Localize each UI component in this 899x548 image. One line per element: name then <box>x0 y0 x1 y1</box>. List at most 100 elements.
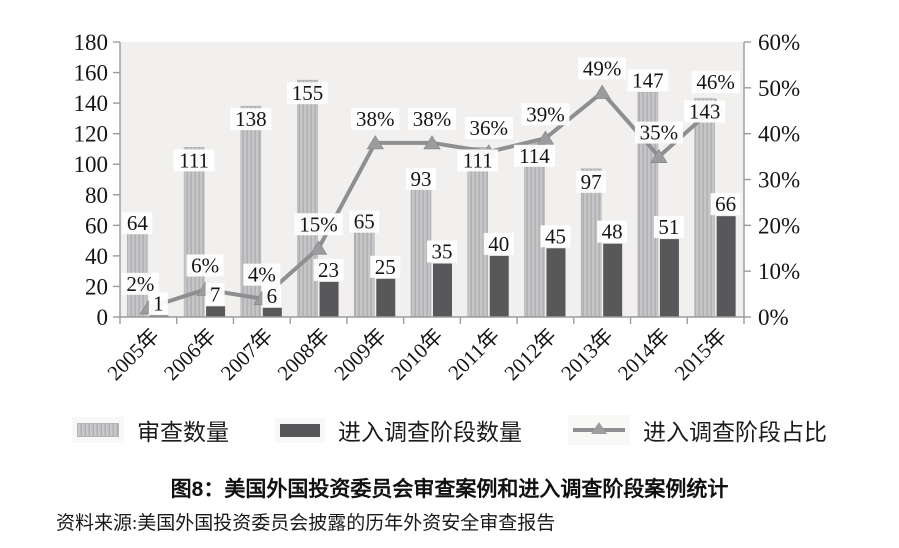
data-label-review-bg <box>457 149 499 172</box>
legend-label-investigation-count: 进入调查阶段数量 <box>338 420 522 445</box>
data-label-investigation: 40 <box>488 232 509 256</box>
data-label-review: 93 <box>411 167 432 191</box>
data-label-investigation: 7 <box>210 282 221 306</box>
left-axis-tick-label: 160 <box>74 61 109 86</box>
data-label-ratio-bg <box>691 71 740 94</box>
data-label-ratio-bg <box>464 117 513 139</box>
right-axis-tick-label: 20% <box>758 213 800 238</box>
left-axis-tick-label: 100 <box>74 152 109 177</box>
data-label-investigation-bg <box>710 193 741 216</box>
data-label-investigation-bg <box>205 283 225 306</box>
data-label-ratio: 4% <box>248 263 276 287</box>
data-label-review-bg <box>287 82 329 105</box>
data-label-review-bg <box>406 167 436 190</box>
data-label-ratio-bg <box>294 213 343 236</box>
data-label-review: 114 <box>519 144 550 168</box>
data-label-review: 111 <box>179 148 209 172</box>
ratio-marker-2009年 <box>366 135 384 150</box>
chart-canvas: 0204060801001201401601800%10%20%30%40%50… <box>74 30 801 386</box>
bar-review-2011年 <box>467 147 489 318</box>
x-axis-label-2011年: 2011年 <box>443 324 504 385</box>
dark-bar-swatch-icon <box>280 423 320 437</box>
data-label-ratio-bg <box>408 107 456 130</box>
left-axis-tick-label: 180 <box>74 30 109 55</box>
legend-swatch-box <box>72 417 124 443</box>
legend-label-review-count: 审查数量 <box>137 420 229 445</box>
data-label-investigation: 35 <box>432 240 453 264</box>
legend-item-investigation-ratio: 进入调查阶段占比 <box>568 413 827 447</box>
figure-title: 图8：美国外国投资委员会审查案例和进入调查阶段案例统计 <box>170 478 729 501</box>
x-axis-label-2013年: 2013年 <box>556 324 618 386</box>
data-label-ratio: 46% <box>696 70 735 94</box>
data-label-review: 97 <box>581 170 602 194</box>
data-label-ratio: 49% <box>583 56 622 80</box>
bar-investigation-2012年 <box>546 248 566 317</box>
data-label-investigation: 6 <box>267 284 278 308</box>
line-marker-swatch-icon <box>573 421 625 439</box>
data-label-ratio: 15% <box>299 212 338 236</box>
right-axis-tick-label: 0% <box>758 305 789 330</box>
legend-item-review-count: 审查数量 <box>72 413 229 447</box>
data-label-review-bg <box>513 144 555 167</box>
right-axis-tick-label: 60% <box>758 30 800 55</box>
bar-investigation-2007年 <box>262 307 282 317</box>
x-axis-label-2007年: 2007年 <box>216 324 278 386</box>
data-label-investigation-bg <box>483 232 514 255</box>
bar-investigation-2015年 <box>716 216 736 317</box>
data-label-ratio: 38% <box>356 107 395 131</box>
left-axis-tick-label: 60 <box>85 213 108 238</box>
data-label-investigation-bg <box>597 220 628 243</box>
data-label-investigation: 1 <box>153 291 164 315</box>
x-axis-label-2009年: 2009年 <box>329 324 391 386</box>
right-axis-tick-label: 10% <box>758 259 800 284</box>
data-label-review-bg <box>230 108 272 131</box>
left-axis-tick-label: 80 <box>85 183 108 208</box>
data-label-investigation-bg <box>370 255 401 278</box>
legend-label-investigation-ratio: 进入调查阶段占比 <box>643 420 827 445</box>
data-label-ratio-bg <box>186 254 224 277</box>
ratio-marker-2010年 <box>423 135 441 150</box>
legend-swatch-box <box>568 415 630 445</box>
right-axis-tick-label: 30% <box>758 168 800 193</box>
data-label-review-bg <box>349 210 380 233</box>
data-label-ratio: 2% <box>126 272 154 296</box>
data-label-review-bg <box>576 170 607 193</box>
x-axis-label-2010年: 2010年 <box>386 324 448 386</box>
ratio-marker-2012年 <box>536 130 555 145</box>
x-axis-label-2006年: 2006年 <box>159 324 221 386</box>
left-axis-tick-label: 120 <box>74 122 109 147</box>
bar-investigation-2008年 <box>319 281 339 317</box>
data-label-investigation: 23 <box>318 258 339 282</box>
legend-swatch-box <box>275 417 325 443</box>
bar-investigation-2006年 <box>206 306 226 317</box>
data-label-investigation: 25 <box>375 255 396 279</box>
right-axis-tick-label: 50% <box>758 76 800 101</box>
data-label-ratio-bg <box>121 272 159 295</box>
data-label-investigation: 66 <box>715 192 736 216</box>
data-label-ratio: 35% <box>640 121 679 145</box>
data-label-ratio-bg <box>578 57 627 80</box>
data-label-ratio-bg <box>634 121 683 144</box>
x-axis-label-2008年: 2008年 <box>273 324 335 386</box>
data-label-ratio: 36% <box>469 116 508 140</box>
data-label-review-bg <box>684 100 726 123</box>
data-label-review-bg <box>173 149 215 172</box>
data-label-ratio: 38% <box>413 107 452 131</box>
data-label-ratio: 39% <box>526 102 565 126</box>
data-label-ratio-bg <box>243 263 281 286</box>
data-label-review: 65 <box>354 210 375 234</box>
bar-investigation-2013年 <box>603 243 623 317</box>
data-label-review: 147 <box>632 68 664 92</box>
data-label-investigation: 45 <box>545 224 566 248</box>
right-axis-tick-label: 40% <box>758 122 800 147</box>
x-axis-label-2005年: 2005年 <box>102 324 164 386</box>
bar-investigation-2014年 <box>659 239 679 317</box>
data-label-review: 138 <box>235 107 267 131</box>
data-label-investigation-bg <box>653 216 684 239</box>
left-axis-tick-label: 40 <box>85 244 108 269</box>
bar-investigation-2011年 <box>489 255 509 317</box>
x-axis-label-2012年: 2012年 <box>499 324 561 386</box>
data-label-review: 64 <box>127 211 149 235</box>
data-label-review: 155 <box>292 81 324 105</box>
data-label-investigation-bg <box>313 258 344 281</box>
